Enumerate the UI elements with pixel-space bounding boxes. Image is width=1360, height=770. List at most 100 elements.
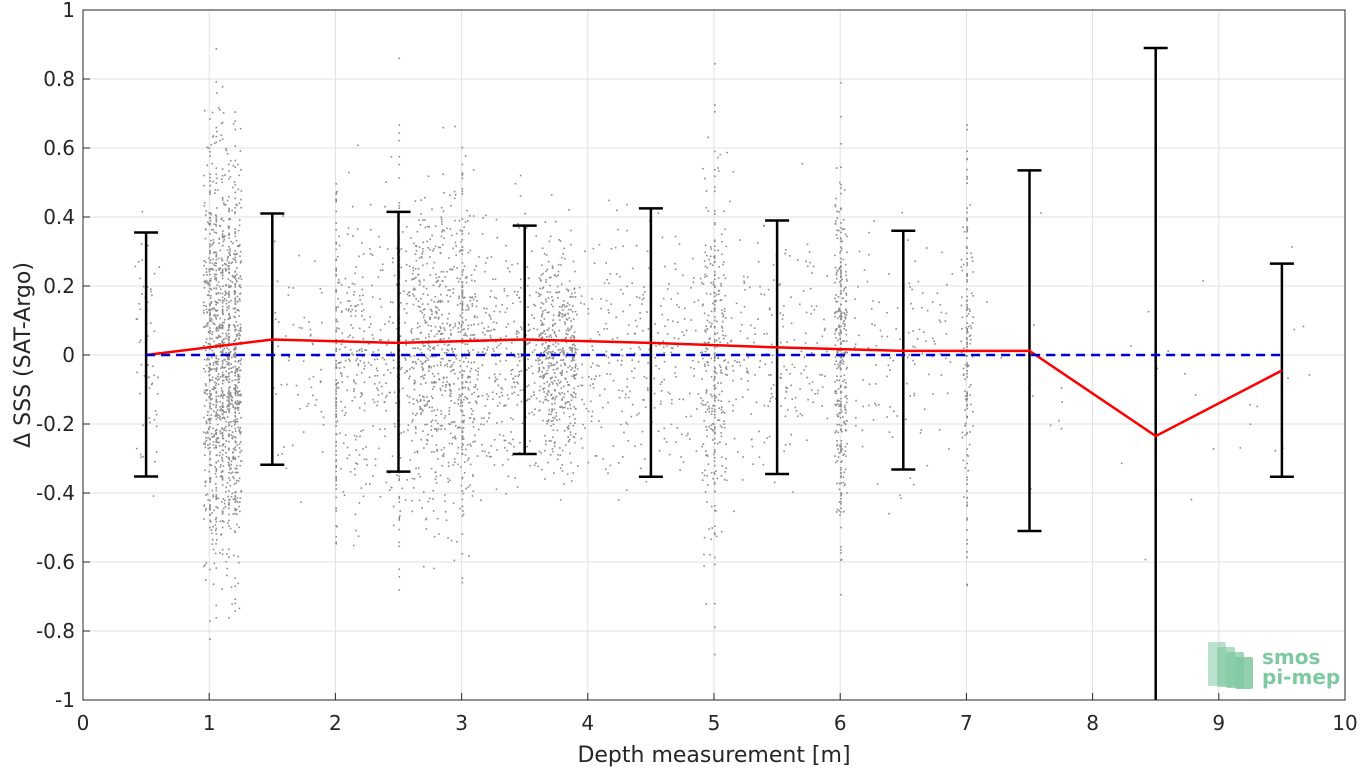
scatter-point: [561, 399, 563, 402]
scatter-point: [221, 305, 224, 308]
scatter-point: [638, 296, 641, 299]
scatter-point: [840, 443, 842, 445]
scatter-point: [335, 413, 337, 415]
scatter-point: [209, 407, 211, 409]
scatter-point: [714, 359, 716, 362]
scatter-point: [845, 270, 847, 273]
scatter-point: [629, 390, 631, 393]
scatter-point: [154, 410, 157, 412]
scatter-point: [506, 394, 509, 396]
scatter-point: [335, 421, 337, 424]
scatter-point: [772, 279, 775, 281]
scatter-point: [232, 435, 235, 438]
scatter-point: [228, 195, 230, 198]
scatter-point: [587, 308, 590, 310]
scatter-point: [238, 285, 241, 288]
scatter-point: [234, 449, 237, 451]
scatter-point: [292, 323, 295, 326]
scatter-point: [866, 280, 869, 283]
scatter-point: [560, 387, 563, 390]
scatter-point: [539, 306, 542, 309]
scatter-point: [210, 368, 213, 371]
scatter-point: [335, 466, 337, 469]
scatter-point: [462, 513, 465, 516]
scatter-point: [335, 228, 337, 231]
scatter-point: [627, 396, 630, 399]
scatter-point: [220, 533, 223, 536]
scatter-point: [363, 330, 366, 333]
scatter-point: [215, 81, 218, 83]
scatter-point: [945, 333, 948, 335]
scatter-point: [528, 412, 530, 415]
scatter-point: [548, 439, 551, 442]
scatter-point: [215, 318, 218, 320]
scatter-point: [573, 337, 576, 340]
scatter-point: [239, 292, 241, 295]
scatter-point: [964, 434, 967, 437]
scatter-point: [799, 388, 801, 390]
scatter-point: [228, 237, 230, 239]
scatter-point: [427, 324, 430, 327]
scatter-point: [433, 567, 435, 570]
scatter-point: [234, 378, 237, 381]
scatter-point: [398, 568, 401, 571]
scatter-point: [219, 395, 222, 398]
scatter-point: [234, 197, 237, 200]
scatter-point: [542, 286, 545, 289]
scatter-point: [344, 406, 346, 409]
scatter-point: [472, 334, 474, 336]
scatter-point: [422, 409, 424, 412]
scatter-point: [792, 491, 794, 494]
scatter-point: [713, 423, 715, 425]
scatter-point: [288, 356, 291, 359]
scatter-point: [961, 316, 964, 319]
scatter-point: [285, 467, 288, 470]
scatter-point: [147, 244, 149, 247]
scatter-point: [841, 312, 843, 315]
scatter-point: [224, 263, 227, 265]
scatter-point: [783, 450, 785, 453]
scatter-point: [461, 303, 464, 305]
scatter-point: [708, 258, 710, 261]
scatter-point: [229, 250, 231, 253]
scatter-point: [557, 274, 559, 276]
scatter-point: [706, 435, 708, 438]
scatter-point: [671, 398, 673, 401]
scatter-point: [606, 278, 608, 281]
scatter-point: [335, 393, 337, 396]
scatter-point: [573, 288, 576, 290]
scatter-point: [235, 441, 237, 444]
scatter-point: [506, 307, 509, 310]
scatter-point: [233, 290, 236, 293]
scatter-point: [840, 303, 842, 306]
scatter-point: [135, 447, 138, 450]
scatter-point: [428, 345, 430, 347]
scatter-point: [574, 432, 577, 435]
scatter-point: [434, 295, 437, 298]
scatter-point: [749, 286, 751, 289]
scatter-point: [372, 475, 374, 477]
scatter-point: [653, 407, 656, 409]
scatter-point: [215, 301, 218, 303]
scatter-point: [839, 412, 842, 414]
scatter-point: [470, 407, 473, 410]
scatter-point: [540, 293, 542, 296]
scatter-point: [665, 441, 668, 443]
scatter-point: [220, 271, 222, 274]
scatter-point: [218, 445, 221, 447]
scatter-point: [567, 390, 569, 393]
scatter-point: [968, 335, 971, 338]
scatter-point: [569, 422, 572, 425]
scatter-point: [548, 345, 551, 347]
scatter-point: [398, 478, 401, 480]
scatter-point: [313, 260, 316, 262]
scatter-point: [412, 398, 415, 400]
scatter-point: [446, 227, 448, 230]
scatter-point: [747, 372, 750, 374]
scatter-point: [480, 417, 483, 420]
scatter-point: [229, 468, 231, 471]
scatter-point: [501, 304, 503, 306]
scatter-point: [209, 173, 211, 176]
scatter-point: [785, 369, 788, 371]
scatter-point: [485, 307, 488, 310]
